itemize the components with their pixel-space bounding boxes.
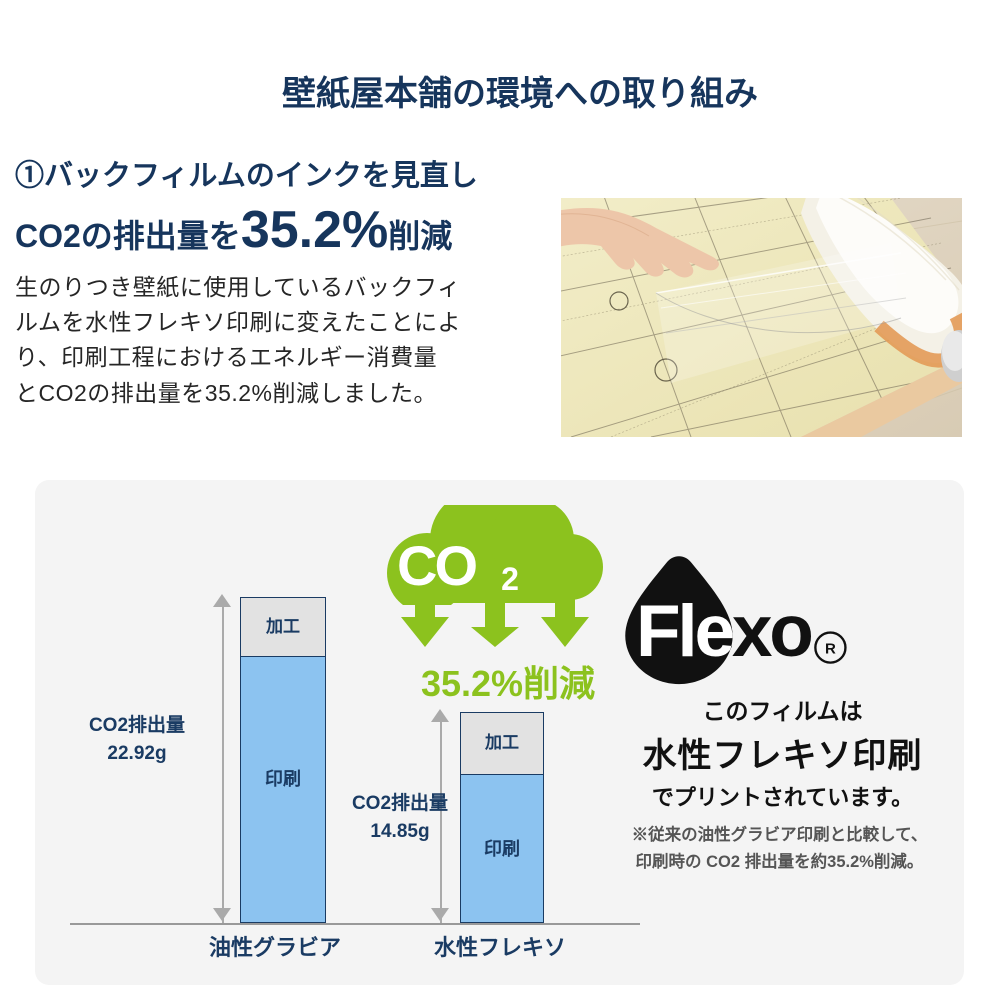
svg-text:R: R [825,641,836,658]
svg-text:CO: CO [397,534,476,597]
svg-text:2: 2 [501,561,519,597]
